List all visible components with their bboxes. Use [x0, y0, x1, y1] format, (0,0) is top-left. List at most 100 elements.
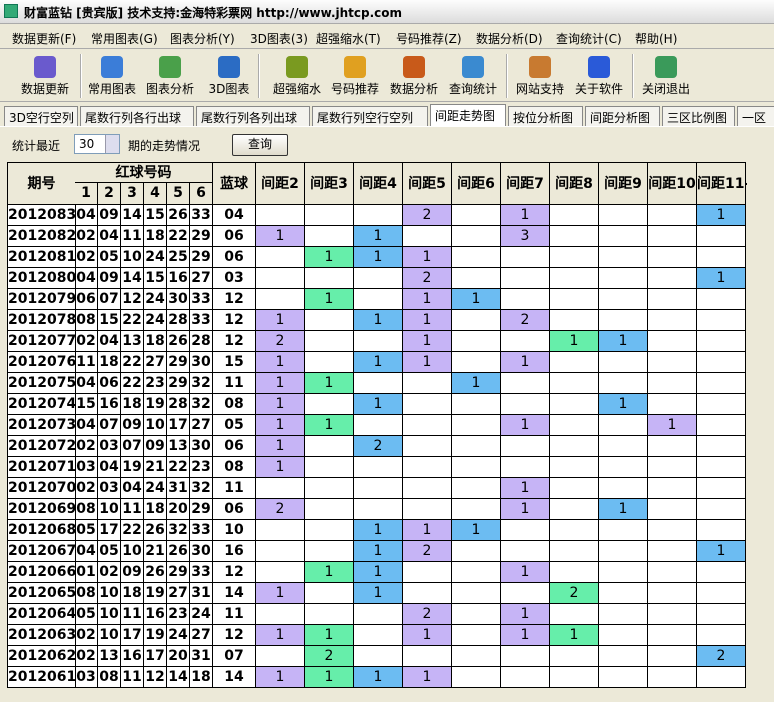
gap-cell: 1: [697, 268, 746, 289]
red-ball-cell: 29: [190, 247, 213, 268]
gap-cell: [501, 646, 550, 667]
gap-cell: [697, 562, 746, 583]
red-ball-cell: 04: [75, 541, 98, 562]
gap-value: 1: [422, 669, 432, 685]
blue-ball-cell: 15: [213, 352, 256, 373]
gap-value: 1: [275, 417, 285, 433]
red-ball-cell: 31: [190, 583, 213, 604]
tool-button[interactable]: 关于软件: [574, 82, 623, 96]
gap-cell: 1: [305, 415, 354, 436]
red-ball-cell: 24: [167, 625, 190, 646]
red-ball-cell: 02: [98, 562, 121, 583]
gap-cell: 1: [354, 541, 403, 562]
gap-cell: [452, 247, 501, 268]
gap-cell: [403, 646, 452, 667]
blue-ball-cell: 03: [213, 268, 256, 289]
tool-icon: [344, 56, 366, 78]
red-ball-cell: 28: [190, 331, 213, 352]
gap-cell: [403, 226, 452, 247]
issue-cell: 2012070: [7, 478, 76, 499]
tool-button[interactable]: 3D图表: [208, 82, 250, 96]
tab[interactable]: 三区比例图: [662, 106, 735, 126]
data-grid: 期号 红球号码 1 2 3 4 5 6 蓝球 间距2 间距3 间距4 间距5 间距6 间距7 间距8 间距9 间距…: [0, 162, 774, 702]
red-ball-cell: 32: [190, 394, 213, 415]
blue-ball-cell: 07: [213, 646, 256, 667]
menu-item[interactable]: 3D图表(3): [250, 32, 308, 46]
gap-cell: 2: [697, 646, 746, 667]
tool-button[interactable]: 查询统计: [448, 82, 497, 96]
tool-button[interactable]: 号码推荐: [330, 82, 379, 96]
gap-cell: [648, 205, 697, 226]
red-ball-cell: 27: [190, 625, 213, 646]
tool-icon: [34, 56, 56, 78]
gap-cell: [648, 226, 697, 247]
gap-cell: 1: [403, 667, 452, 688]
count-spinner[interactable]: 30: [74, 134, 120, 154]
header-gap: 间距6: [452, 162, 501, 205]
tool-button[interactable]: 数据更新: [20, 82, 69, 96]
gap-cell: 3: [501, 226, 550, 247]
gap-cell: [256, 247, 305, 268]
window-title: 财富蓝钻 [贵宾版] 技术支持:金海特彩票网 http://www.jhtcp.…: [24, 6, 403, 20]
gap-cell: [305, 352, 354, 373]
red-ball-cell: 05: [75, 604, 98, 625]
tool-button[interactable]: 图表分析: [145, 82, 194, 96]
gap-cell: 2: [550, 583, 599, 604]
tool-button[interactable]: 常用图表: [87, 82, 136, 96]
gap-value: 1: [520, 501, 530, 517]
menu-item[interactable]: 数据分析(D): [476, 32, 543, 46]
red-ball-cell: 13: [121, 331, 144, 352]
red-ball-cell: 03: [75, 667, 98, 688]
query-button[interactable]: 查询: [232, 134, 288, 156]
menu-item[interactable]: 常用图表(G): [91, 32, 158, 46]
red-ball-cell: 02: [75, 625, 98, 646]
tool-button[interactable]: 数据分析: [389, 82, 438, 96]
tab[interactable]: 间距走势图: [430, 104, 506, 126]
red-ball-cell: 26: [167, 331, 190, 352]
menu-item[interactable]: 超强缩水(T): [316, 32, 381, 46]
gap-cell: [648, 583, 697, 604]
tool-button[interactable]: 网站支持: [515, 82, 564, 96]
gap-cell: [599, 289, 648, 310]
tab[interactable]: 尾数行列空行空列: [312, 106, 428, 126]
gap-cell: 2: [501, 310, 550, 331]
spin-buttons[interactable]: [105, 135, 119, 153]
gap-cell: 1: [354, 562, 403, 583]
gap-cell: 1: [256, 415, 305, 436]
gap-value: 1: [422, 291, 432, 307]
header-gap: 间距5: [403, 162, 452, 205]
blue-ball-cell: 10: [213, 520, 256, 541]
red-ball-cell: 32: [167, 520, 190, 541]
red-ball-cell: 21: [144, 541, 167, 562]
gap-cell: 1: [452, 373, 501, 394]
tab[interactable]: 按位分析图: [508, 106, 583, 126]
gap-cell: 1: [452, 289, 501, 310]
tab[interactable]: 尾数行列各行出球: [80, 106, 194, 126]
toolbar: 数据更新 常用图表 图表分析 3D图表 超强缩水 号码推荐 数据分析 查询统计 网站支持 关于软件…: [0, 50, 774, 102]
gap-cell: 1: [354, 667, 403, 688]
menu-item[interactable]: 号码推荐(Z): [396, 32, 462, 46]
tab[interactable]: 3D空行空列: [4, 106, 78, 126]
tab[interactable]: 一区: [737, 106, 774, 126]
tool-button[interactable]: 超强缩水: [272, 82, 321, 96]
menu-item[interactable]: 帮助(H): [635, 32, 678, 46]
tab[interactable]: 间距分析图: [585, 106, 660, 126]
red-ball-cell: 28: [167, 394, 190, 415]
red-ball-cell: 12: [121, 289, 144, 310]
tool-button[interactable]: 关闭退出: [641, 82, 690, 96]
gap-value: 1: [373, 543, 383, 559]
tab[interactable]: 尾数行列各列出球: [196, 106, 310, 126]
gap-value: 1: [569, 627, 579, 643]
gap-cell: [550, 562, 599, 583]
red-ball-cell: 05: [98, 541, 121, 562]
gap-cell: [452, 331, 501, 352]
menu-item[interactable]: 图表分析(Y): [170, 32, 235, 46]
gap-cell: 1: [452, 520, 501, 541]
blue-ball-cell: 06: [213, 436, 256, 457]
menu-item[interactable]: 查询统计(C): [556, 32, 622, 46]
gap-cell: 1: [354, 226, 403, 247]
gap-value: 1: [716, 270, 726, 286]
menu-item[interactable]: 数据更新(F): [12, 32, 77, 46]
scroll-area: [747, 162, 774, 702]
